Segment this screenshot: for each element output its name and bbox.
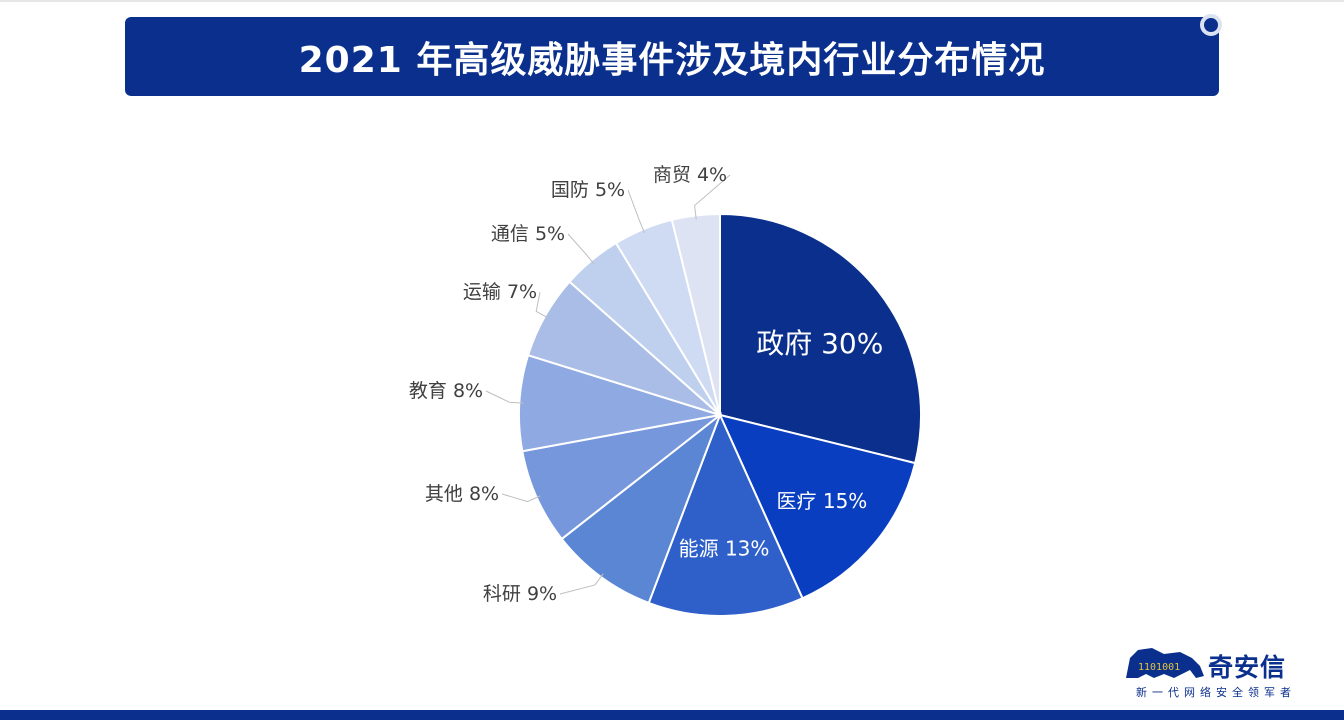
slice-label-4: 科研 9%: [483, 583, 557, 605]
top-divider: [0, 0, 1344, 2]
slice-label-5: 其他 8%: [425, 483, 499, 505]
slice-label-8: 通信 5%: [491, 223, 565, 245]
logo-binary: 1101001: [1138, 662, 1180, 673]
company-logo: 1101001 奇安信 新一代网络安全领军者: [1124, 640, 1314, 702]
pie-slice-2: [718, 413, 917, 600]
slice-label-9: 国防 5%: [551, 179, 625, 201]
leader-line-7: [535, 291, 549, 319]
slice-label-2: 医疗 15%: [777, 489, 868, 513]
logo-name: 奇安信: [1208, 653, 1287, 682]
slice-label-3: 能源 13%: [679, 537, 770, 561]
leader-line-8: [567, 233, 595, 265]
tiger-logo-icon: 1101001: [1126, 648, 1204, 678]
leader-line-10: [694, 174, 731, 220]
slice-label-6: 教育 8%: [409, 380, 483, 402]
title-banner: 2021 年高级威胁事件涉及境内行业分布情况: [125, 17, 1219, 96]
bottom-bar: [0, 710, 1344, 720]
slice-label-7: 运输 7%: [463, 281, 537, 303]
slice-label-1: 政府 30%: [756, 327, 883, 360]
leader-line-6: [485, 390, 524, 404]
pie-slice-3: [647, 412, 804, 617]
slice-label-10: 商贸 4%: [653, 164, 727, 186]
logo-slogan: 新一代网络安全领军者: [1136, 686, 1296, 699]
leader-line-4: [559, 573, 604, 595]
corner-mark-icon: [1200, 14, 1222, 36]
leader-line-5: [501, 493, 541, 503]
pie-slice-1: [719, 212, 922, 465]
page-title: 2021 年高级威胁事件涉及境内行业分布情况: [298, 39, 1046, 81]
leader-line-9: [627, 189, 646, 234]
